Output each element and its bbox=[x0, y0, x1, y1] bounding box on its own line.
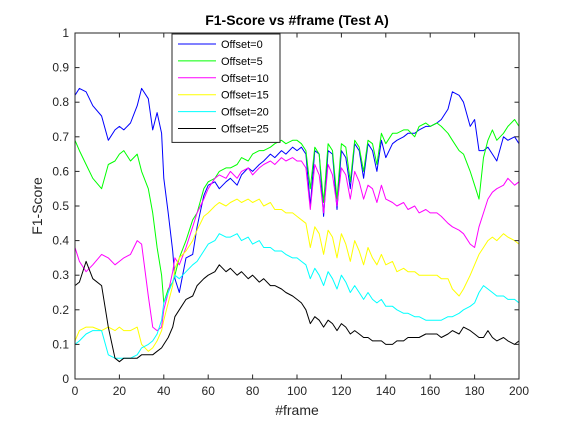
x-tick-label: 140 bbox=[376, 384, 396, 398]
y-tick-label: 0.1 bbox=[52, 337, 69, 351]
x-tick-label: 80 bbox=[246, 384, 260, 398]
legend: Offset=0 Offset=5 Offset=10 Offset=15 Offset… bbox=[171, 33, 281, 143]
y-tick-label: 0.7 bbox=[52, 130, 69, 144]
legend-label-4: Offset=15 bbox=[221, 90, 269, 102]
y-tick-label: 0.6 bbox=[52, 164, 69, 178]
x-tick-label: 200 bbox=[509, 384, 529, 398]
x-tick-label: 100 bbox=[287, 384, 307, 398]
plot-area bbox=[75, 33, 519, 379]
legend-box bbox=[171, 33, 281, 143]
series-line-5 bbox=[74, 233, 520, 359]
x-tick-label: 60 bbox=[202, 384, 216, 398]
legend-label-5: Offset=20 bbox=[221, 107, 269, 119]
y-tick-label: 1 bbox=[62, 26, 69, 40]
x-tick-label: 180 bbox=[465, 384, 485, 398]
y-tick-label: 0.4 bbox=[52, 234, 69, 248]
legend-label-3: Offset=10 bbox=[221, 73, 269, 85]
x-tick-label: 160 bbox=[420, 384, 440, 398]
y-tick-label: 0.3 bbox=[52, 268, 69, 282]
ticks-layer: 0 20 40 60 80 100 120 140 160 180 200 0 0.1 0.2 0.3 0.4… bbox=[52, 26, 529, 398]
y-tick-label: 0.5 bbox=[52, 199, 69, 213]
x-tick-label: 120 bbox=[331, 384, 351, 398]
legend-label-1: Offset=0 bbox=[221, 39, 263, 51]
series-line-2 bbox=[74, 119, 520, 304]
y-tick-label: 0 bbox=[62, 372, 69, 386]
series-layer bbox=[74, 87, 520, 363]
y-tick-label: 0.9 bbox=[52, 61, 69, 75]
y-tick-label: 0.8 bbox=[52, 95, 69, 109]
legend-label-6: Offset=25 bbox=[221, 124, 269, 136]
legend-label-2: Offset=5 bbox=[221, 56, 263, 68]
series-line-4 bbox=[74, 198, 520, 352]
x-tick-label: 40 bbox=[157, 384, 171, 398]
chart-title: F1-Score vs #frame (Test A) bbox=[205, 12, 389, 28]
y-tick-label: 0.2 bbox=[52, 303, 69, 317]
x-tick-label: 20 bbox=[113, 384, 127, 398]
x-tick-label: 0 bbox=[72, 384, 79, 398]
series-line-6 bbox=[74, 260, 520, 363]
x-axis-label: #frame bbox=[275, 402, 319, 418]
y-axis-label: F1-Score bbox=[29, 177, 45, 235]
